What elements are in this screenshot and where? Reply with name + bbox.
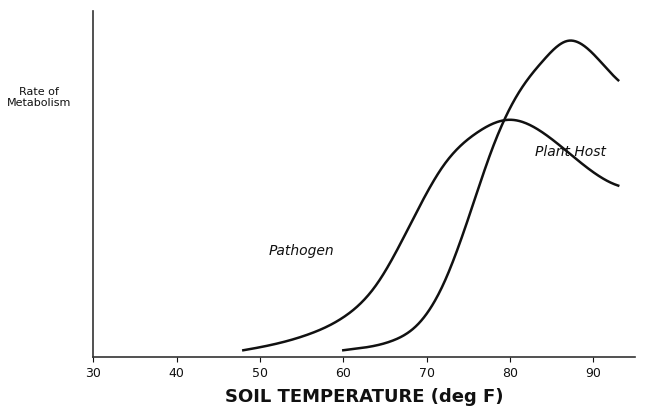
- Text: Plant Host: Plant Host: [535, 145, 606, 159]
- Text: Pathogen: Pathogen: [268, 244, 334, 258]
- X-axis label: SOIL TEMPERATURE (deg F): SOIL TEMPERATURE (deg F): [225, 388, 503, 406]
- Y-axis label: Rate of
Metabolism: Rate of Metabolism: [7, 87, 72, 108]
